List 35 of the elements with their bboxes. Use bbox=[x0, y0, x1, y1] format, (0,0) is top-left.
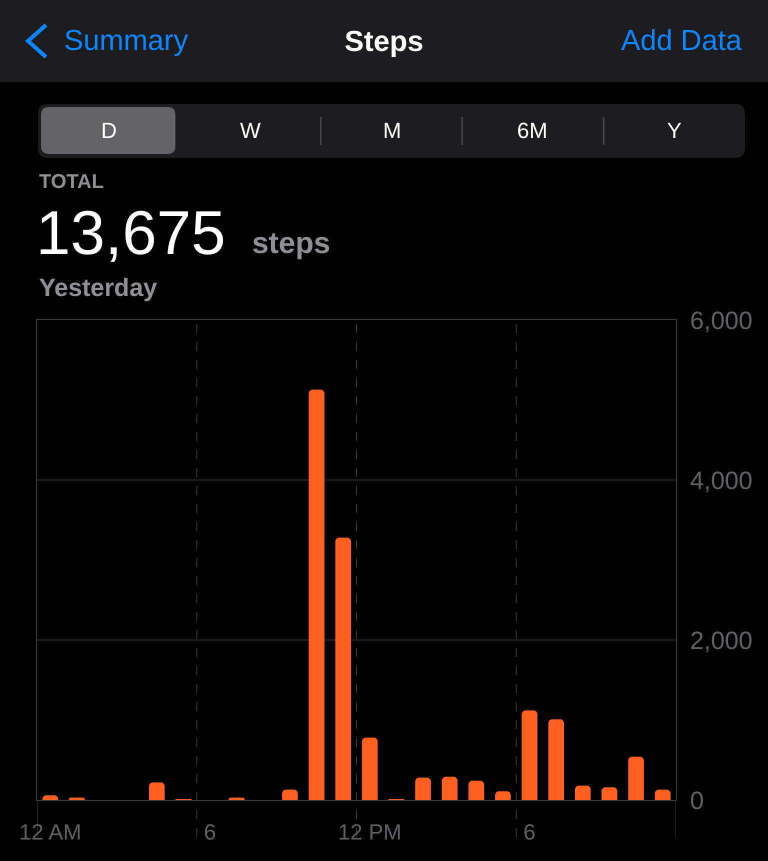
text: Add Data bbox=[621, 25, 743, 57]
bar bbox=[468, 780, 484, 800]
text: 6M bbox=[517, 118, 548, 143]
bar bbox=[628, 756, 644, 800]
bar bbox=[602, 787, 618, 800]
text: D bbox=[101, 118, 117, 143]
y-tick-label: 6,000 bbox=[690, 306, 753, 335]
bar bbox=[335, 538, 352, 800]
bar bbox=[415, 778, 431, 800]
text: steps bbox=[252, 227, 330, 260]
text: W bbox=[240, 118, 261, 143]
y-tick-label: 0 bbox=[690, 786, 704, 815]
text: TOTAL bbox=[39, 171, 104, 193]
bar bbox=[654, 790, 671, 800]
x-tick-label: 6 bbox=[204, 819, 216, 844]
bar bbox=[282, 790, 298, 800]
x-tick-label: 12 PM bbox=[338, 819, 402, 844]
text: M bbox=[383, 118, 402, 143]
bar bbox=[548, 719, 564, 800]
x-tick-label: 6 bbox=[523, 819, 536, 844]
y-tick-label: 2,000 bbox=[690, 626, 753, 655]
text: Y bbox=[667, 118, 682, 143]
y-tick-label: 4,000 bbox=[690, 466, 753, 495]
text: Yesterday bbox=[39, 274, 158, 302]
bar bbox=[362, 738, 378, 800]
text: 13,675 bbox=[36, 199, 226, 268]
bar bbox=[495, 791, 511, 800]
bar bbox=[308, 390, 324, 800]
bar bbox=[522, 710, 538, 800]
bar bbox=[574, 786, 591, 800]
chart-title: Steps bbox=[344, 26, 424, 58]
bar bbox=[442, 776, 458, 800]
x-tick-label: 12 AM bbox=[19, 819, 82, 844]
bar bbox=[148, 782, 165, 800]
text: Summary bbox=[64, 25, 189, 57]
